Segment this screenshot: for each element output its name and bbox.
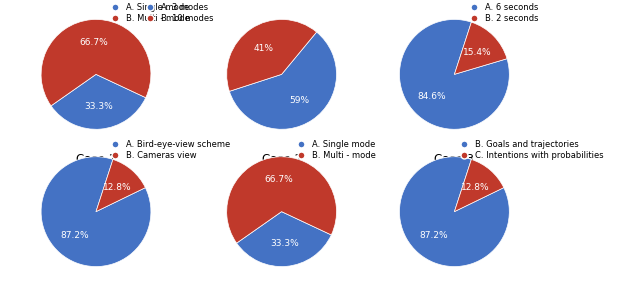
- Text: Case 3: Case 3: [435, 153, 474, 166]
- Legend: A. Bird-eye-view scheme, B. Cameras view: A. Bird-eye-view scheme, B. Cameras view: [107, 140, 230, 160]
- Text: 87.2%: 87.2%: [61, 231, 90, 240]
- Legend: A. Single mode, B. Multi - mode: A. Single mode, B. Multi - mode: [107, 3, 190, 23]
- Text: 84.6%: 84.6%: [417, 92, 446, 101]
- Wedge shape: [454, 159, 504, 212]
- Text: Case 2: Case 2: [262, 153, 301, 166]
- Text: 15.4%: 15.4%: [463, 48, 492, 57]
- Wedge shape: [237, 212, 332, 267]
- Legend: A. Single mode, B. Multi - mode: A. Single mode, B. Multi - mode: [292, 140, 376, 160]
- Legend: A. 3 modes, B. 10 modes: A. 3 modes, B. 10 modes: [141, 3, 213, 23]
- Wedge shape: [41, 19, 151, 106]
- Text: 33.3%: 33.3%: [84, 102, 113, 111]
- Wedge shape: [229, 32, 337, 129]
- Legend: A. 6 seconds, B. 2 seconds: A. 6 seconds, B. 2 seconds: [465, 3, 538, 23]
- Wedge shape: [227, 19, 317, 91]
- Wedge shape: [399, 157, 509, 267]
- Text: 87.2%: 87.2%: [419, 231, 448, 240]
- Text: 12.8%: 12.8%: [102, 183, 131, 192]
- Text: 66.7%: 66.7%: [79, 38, 108, 47]
- Text: Case 1: Case 1: [76, 153, 116, 166]
- Wedge shape: [227, 157, 337, 243]
- Wedge shape: [96, 159, 145, 212]
- Text: 66.7%: 66.7%: [264, 175, 293, 184]
- Wedge shape: [454, 22, 507, 74]
- Text: 12.8%: 12.8%: [461, 183, 490, 192]
- Wedge shape: [41, 157, 151, 267]
- Legend: B. Goals and trajectories, C. Intentions with probabilities: B. Goals and trajectories, C. Intentions…: [456, 140, 604, 160]
- Wedge shape: [51, 74, 146, 129]
- Text: 33.3%: 33.3%: [270, 239, 299, 248]
- Wedge shape: [399, 19, 509, 129]
- Text: 59%: 59%: [289, 96, 310, 105]
- Text: 41%: 41%: [253, 43, 274, 53]
